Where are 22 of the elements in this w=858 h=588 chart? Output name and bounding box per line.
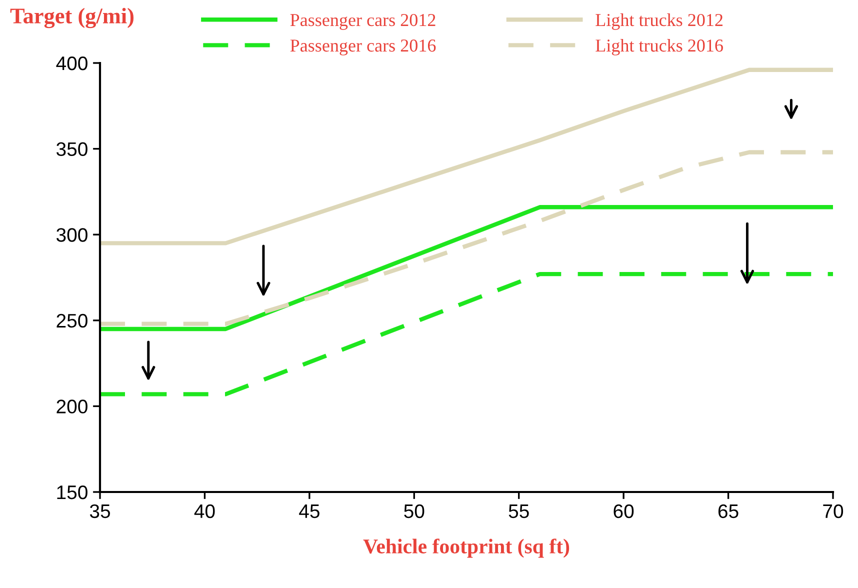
legend-label: Passenger cars 2012	[290, 14, 436, 30]
x-tick-label: 45	[299, 504, 320, 518]
legend-label: Passenger cars 2016	[290, 40, 436, 56]
y-tick-label: 250	[56, 314, 88, 328]
y-tick-label: 350	[56, 142, 88, 156]
y-tick-label: 200	[56, 400, 88, 414]
legend-label: Light trucks 2016	[596, 38, 723, 56]
y-tick-label: 300	[56, 228, 88, 242]
x-tick-label: 40	[194, 504, 215, 518]
line-series	[100, 150, 833, 326]
y-tick-label: 400	[56, 56, 88, 70]
x-tick-label: 65	[718, 504, 738, 518]
x-tick-label: 60	[614, 504, 634, 518]
y-tick-label: 150	[57, 485, 88, 500]
x-tick-label: 50	[404, 504, 424, 518]
line-series	[100, 68, 833, 246]
chart-title: Target (g/mi)	[10, 8, 134, 28]
x-tick-label: 55	[508, 504, 529, 518]
x-axis-title: Vehicle footprint (sq ft)	[363, 538, 570, 558]
x-tick-label: 70	[823, 504, 844, 518]
legend-label: Light trucks 2012	[596, 13, 722, 30]
x-tick-label: 35	[90, 504, 110, 518]
